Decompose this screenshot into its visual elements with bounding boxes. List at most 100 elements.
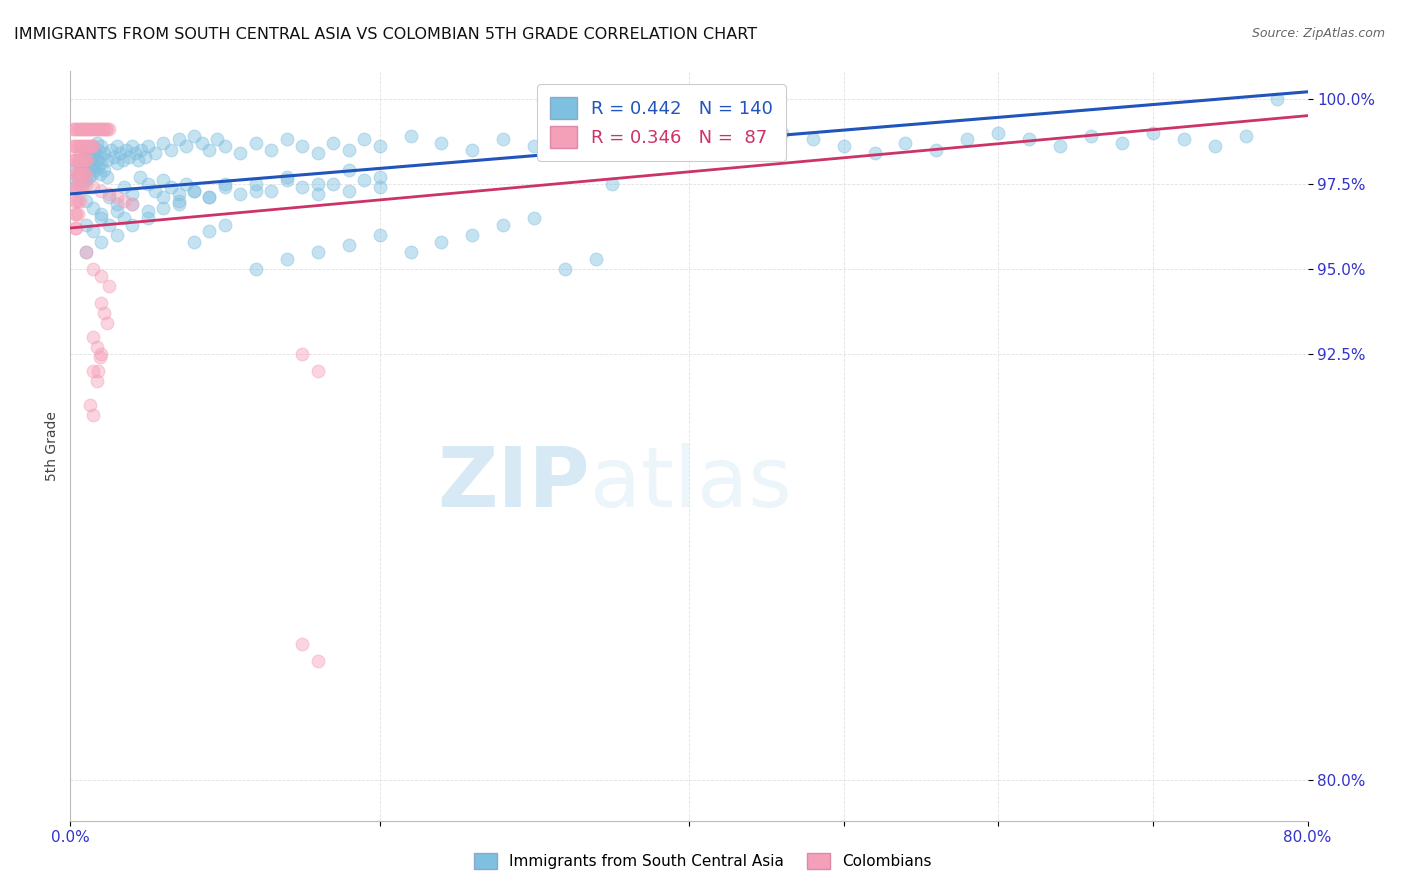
Point: [430, 235, 453, 249]
Point: [82, 224, 105, 238]
Point: [121, 139, 143, 153]
Point: [90, 268, 112, 283]
Point: [69, 153, 91, 167]
Point: [98, 186, 120, 201]
Point: [554, 261, 576, 276]
Point: [79, 143, 101, 157]
Point: [72, 139, 94, 153]
Point: [105, 204, 128, 219]
Point: [291, 636, 314, 650]
Point: [90, 156, 112, 170]
Point: [80, 167, 103, 181]
Point: [399, 244, 422, 259]
Point: [183, 184, 205, 198]
Point: [307, 244, 329, 259]
Point: [229, 186, 252, 201]
Point: [167, 194, 190, 208]
Point: [70, 180, 93, 194]
Point: [600, 177, 623, 191]
Point: [82, 122, 105, 136]
Point: [131, 143, 153, 157]
Point: [585, 252, 607, 266]
Point: [260, 143, 283, 157]
Point: [90, 122, 112, 136]
Point: [67, 153, 90, 167]
Point: [77, 169, 100, 184]
Point: [82, 139, 105, 153]
Point: [554, 129, 576, 144]
Point: [260, 184, 283, 198]
Point: [337, 184, 360, 198]
Point: [98, 190, 120, 204]
Point: [72, 167, 94, 181]
Point: [87, 364, 110, 378]
Point: [1080, 129, 1102, 144]
Point: [167, 186, 190, 201]
Point: [73, 149, 96, 163]
Point: [585, 136, 607, 150]
Point: [198, 190, 221, 204]
Point: [77, 122, 100, 136]
Point: [65, 139, 87, 153]
Point: [1173, 132, 1195, 146]
Point: [90, 184, 112, 198]
Point: [114, 211, 135, 225]
Point: [174, 177, 197, 191]
Point: [89, 351, 111, 365]
Point: [70, 167, 93, 181]
Point: [76, 153, 98, 167]
Point: [183, 129, 205, 144]
Point: [65, 180, 87, 194]
Point: [86, 136, 108, 150]
Point: [65, 194, 87, 208]
Point: [79, 139, 101, 153]
Point: [291, 180, 314, 194]
Point: [770, 126, 793, 140]
Point: [307, 146, 329, 161]
Point: [152, 201, 174, 215]
Point: [75, 139, 97, 153]
Point: [337, 163, 360, 178]
Point: [72, 160, 94, 174]
Point: [75, 167, 97, 181]
Point: [67, 180, 90, 194]
Point: [214, 177, 236, 191]
Point: [76, 146, 98, 161]
Point: [69, 122, 91, 136]
Point: [89, 122, 111, 136]
Point: [93, 122, 115, 136]
Point: [90, 347, 112, 361]
Point: [1142, 126, 1164, 140]
Point: [276, 173, 298, 187]
Point: [214, 139, 236, 153]
Point: [307, 654, 329, 668]
Point: [98, 218, 120, 232]
Point: [86, 122, 108, 136]
Point: [136, 204, 159, 219]
Point: [93, 163, 115, 178]
Text: atlas: atlas: [591, 443, 792, 524]
Point: [76, 139, 98, 153]
Point: [98, 122, 120, 136]
Point: [229, 146, 252, 161]
Point: [245, 261, 267, 276]
Point: [79, 160, 101, 174]
Point: [492, 218, 515, 232]
Legend: Immigrants from South Central Asia, Colombians: Immigrants from South Central Asia, Colo…: [468, 847, 938, 875]
Point: [121, 197, 143, 211]
Point: [276, 132, 298, 146]
Point: [740, 136, 762, 150]
Point: [105, 139, 128, 153]
Point: [523, 139, 546, 153]
Point: [461, 143, 484, 157]
Point: [86, 153, 108, 167]
Point: [84, 163, 107, 178]
Point: [616, 143, 638, 157]
Point: [198, 190, 221, 204]
Point: [63, 153, 86, 167]
Point: [291, 139, 314, 153]
Point: [368, 227, 391, 242]
Point: [87, 160, 110, 174]
Point: [136, 139, 159, 153]
Point: [98, 279, 120, 293]
